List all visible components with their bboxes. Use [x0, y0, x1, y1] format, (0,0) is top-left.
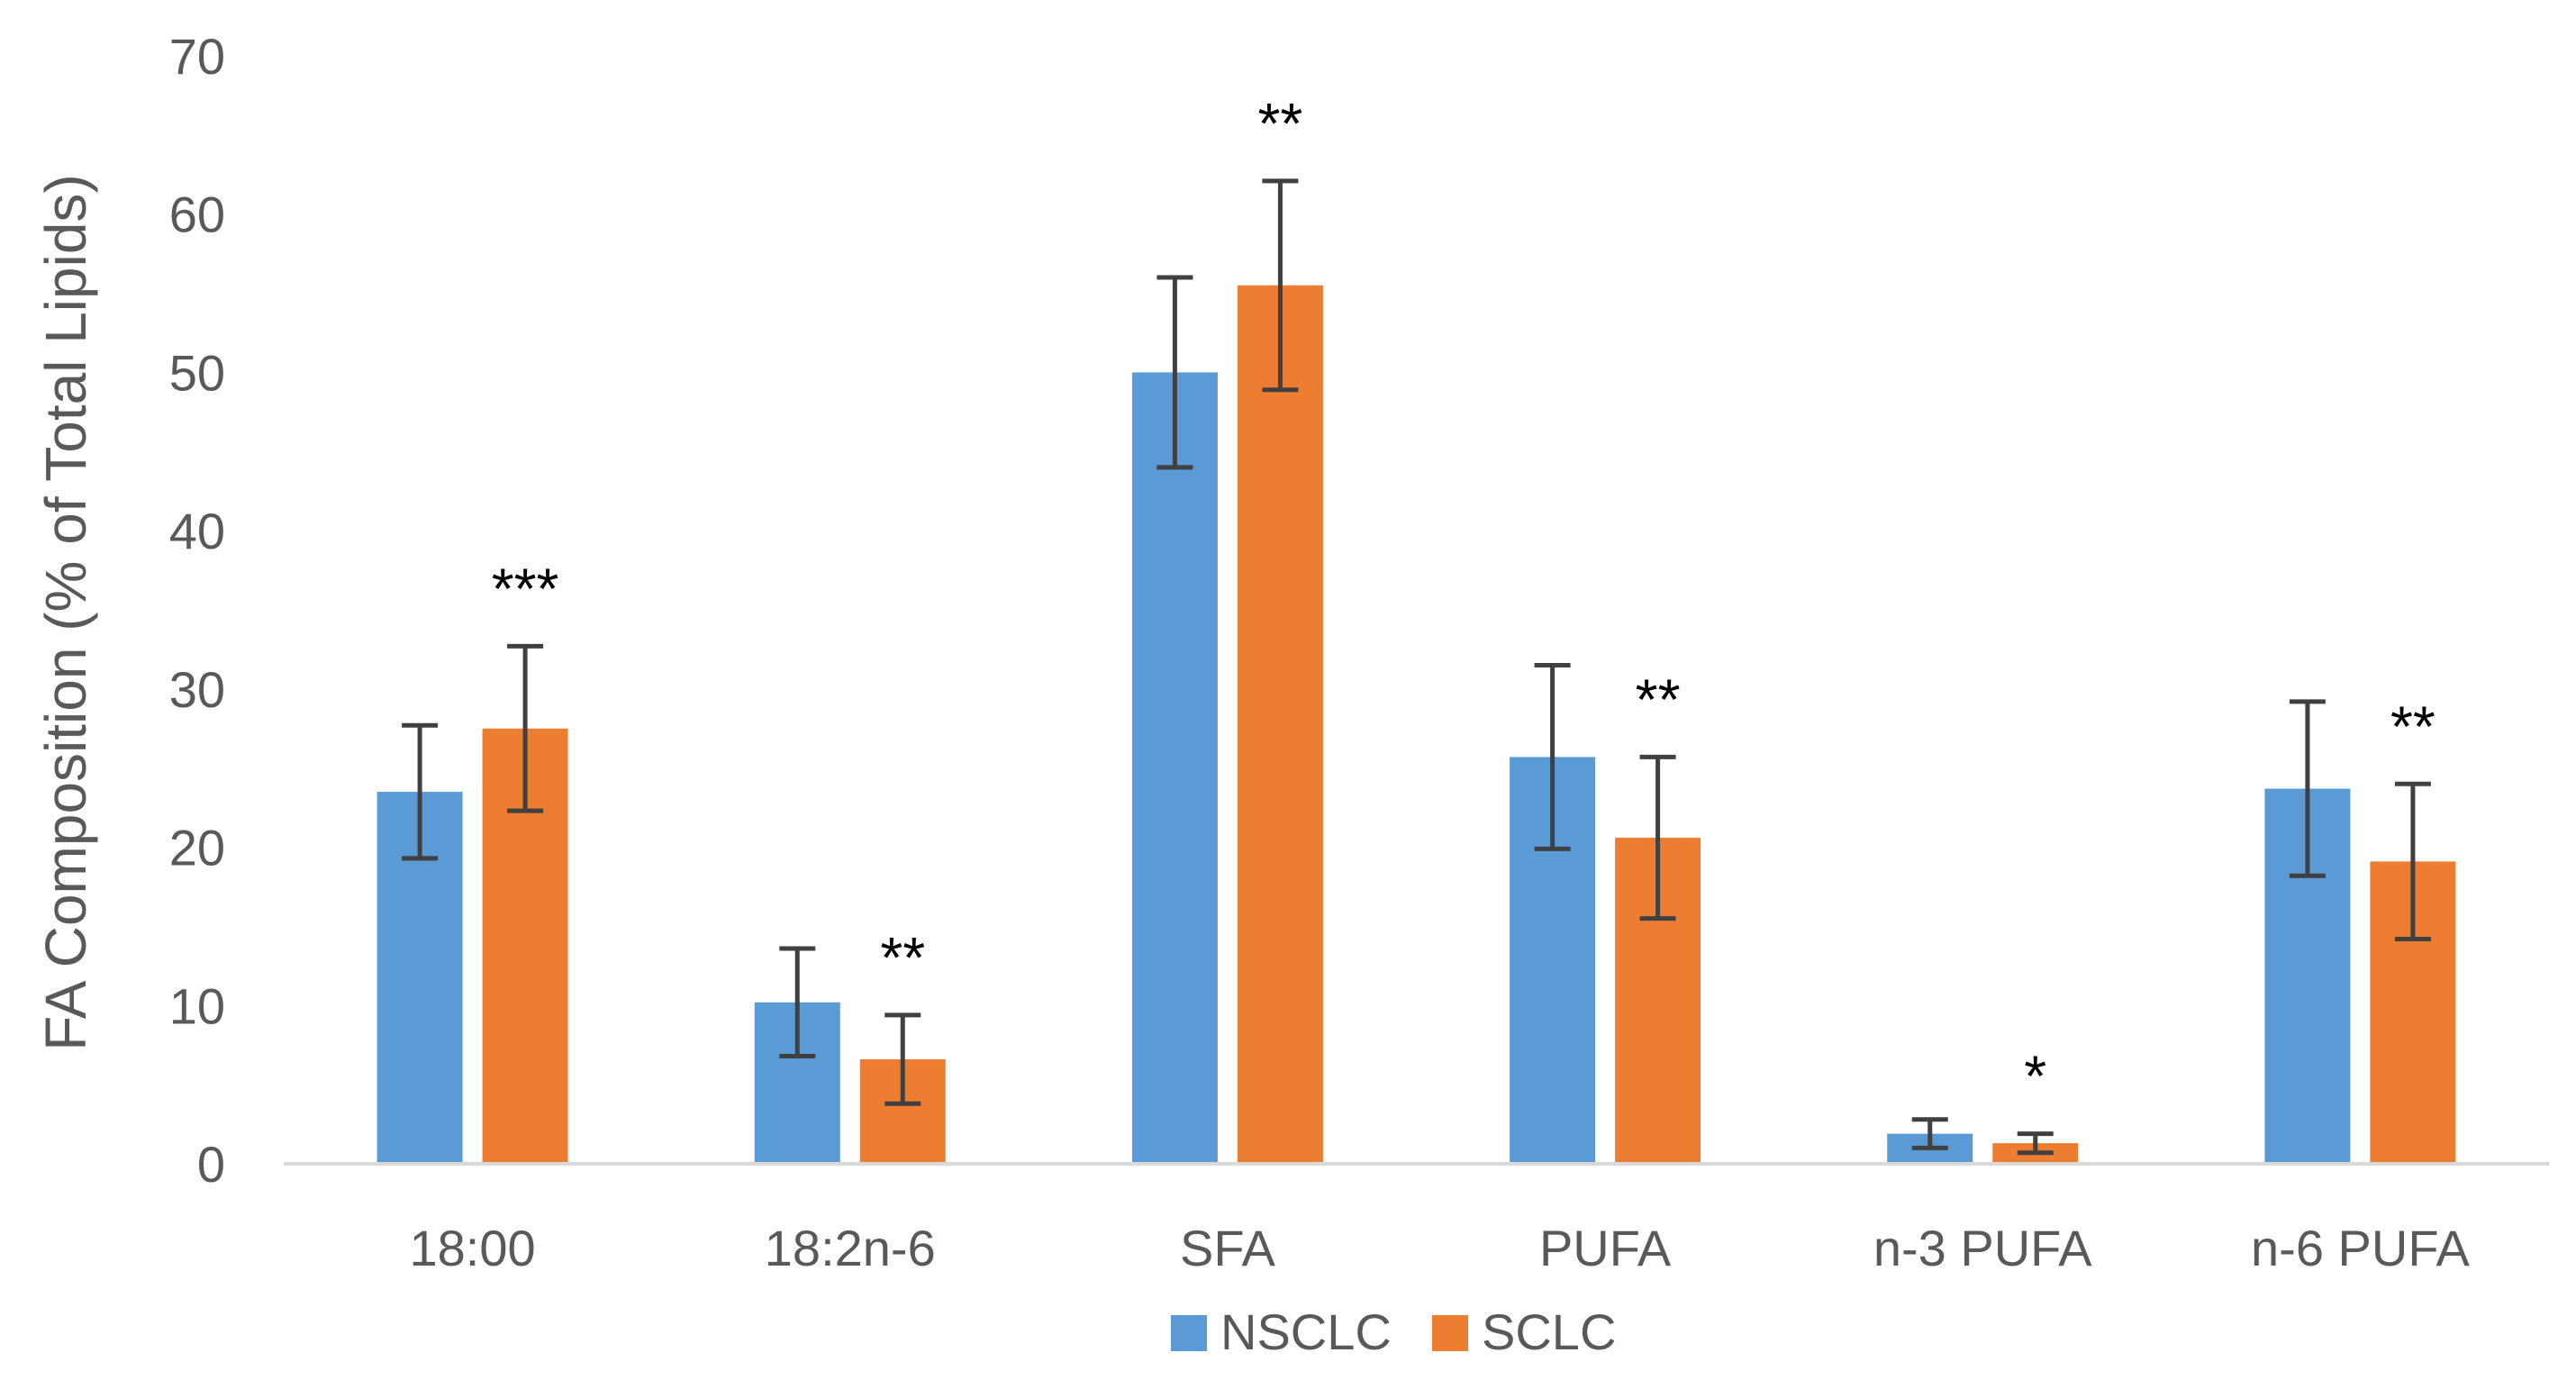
significance-marker: *	[2024, 1044, 2046, 1109]
x-tick-label: 18:00	[410, 1220, 536, 1276]
legend-label-sclc: SCLC	[1482, 1303, 1616, 1360]
significance-markers: ************	[492, 91, 2435, 1109]
y-tick-label: 0	[197, 1136, 225, 1193]
bars	[376, 285, 2456, 1164]
y-tick-label: 10	[169, 977, 225, 1034]
x-tick-label: SFA	[1180, 1220, 1275, 1276]
x-axis-tick-labels: 18:00 18:2n-6 SFA PUFA n-3 PUFA n-6 PUFA	[410, 1220, 2471, 1276]
x-tick-label: 18:2n-6	[765, 1220, 936, 1276]
significance-marker: **	[1636, 667, 1681, 731]
y-tick-label: 30	[169, 661, 225, 718]
y-tick-label: 40	[169, 503, 225, 559]
y-tick-label: 60	[169, 186, 225, 243]
y-tick-label: 20	[169, 820, 225, 876]
legend-swatch-nsclc	[1171, 1315, 1207, 1351]
significance-marker: **	[880, 925, 925, 990]
x-tick-label: n-3 PUFA	[1873, 1220, 2092, 1276]
y-tick-label: 70	[169, 28, 225, 85]
x-tick-label: PUFA	[1539, 1220, 1672, 1276]
y-axis-title: FA Composition (% of Total Lipids)	[33, 174, 98, 1051]
error-bars	[402, 178, 2431, 1156]
significance-marker: **	[1258, 91, 1303, 156]
y-tick-label: 50	[169, 344, 225, 401]
legend: NSCLC SCLC	[1171, 1303, 1616, 1360]
bar-nsclc	[1131, 372, 1218, 1164]
significance-marker: **	[2390, 694, 2435, 758]
y-axis-ticks: 0 10 20 30 40 50 60 70	[169, 28, 225, 1193]
legend-swatch-sclc	[1432, 1315, 1468, 1351]
legend-label-nsclc: NSCLC	[1220, 1303, 1392, 1360]
x-tick-label: n-6 PUFA	[2251, 1220, 2470, 1276]
bar-sclc	[1237, 285, 1323, 1164]
significance-marker: ***	[492, 556, 559, 621]
